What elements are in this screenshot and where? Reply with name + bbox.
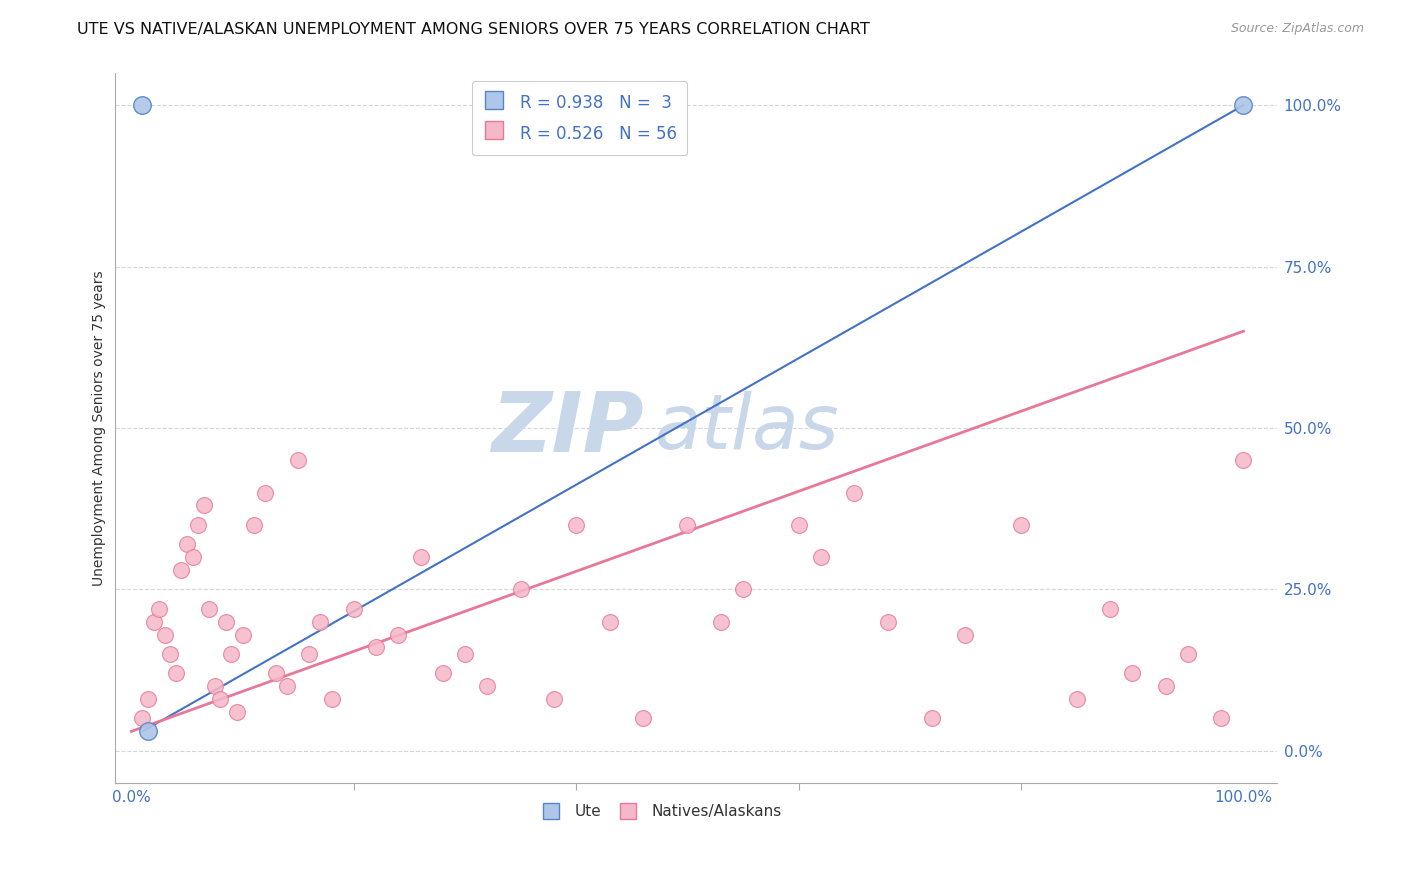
Point: [454, 647, 477, 661]
Point: [565, 517, 588, 532]
Point: [159, 647, 181, 661]
Point: [276, 679, 298, 693]
Point: [1010, 517, 1032, 532]
Text: Source: ZipAtlas.com: Source: ZipAtlas.com: [1230, 22, 1364, 36]
Point: [787, 517, 810, 532]
Point: [226, 705, 249, 719]
Point: [921, 711, 943, 725]
Point: [170, 563, 193, 577]
Point: [1121, 666, 1143, 681]
Point: [876, 615, 898, 629]
Legend: Ute, Natives/Alaskans: Ute, Natives/Alaskans: [533, 797, 789, 825]
Point: [209, 692, 232, 706]
Point: [1154, 679, 1177, 693]
Point: [1066, 692, 1088, 706]
Point: [136, 692, 159, 706]
Point: [253, 485, 276, 500]
Point: [710, 615, 733, 629]
Y-axis label: Unemployment Among Seniors over 75 years: Unemployment Among Seniors over 75 years: [93, 270, 107, 586]
Point: [298, 647, 321, 661]
Point: [509, 582, 531, 597]
Point: [193, 499, 215, 513]
Point: [148, 601, 170, 615]
Point: [810, 550, 832, 565]
Point: [153, 627, 176, 641]
Point: [844, 485, 866, 500]
Point: [543, 692, 565, 706]
Point: [477, 679, 499, 693]
Point: [599, 615, 621, 629]
Point: [1232, 453, 1254, 467]
Point: [187, 517, 209, 532]
Point: [1232, 98, 1254, 112]
Point: [1211, 711, 1233, 725]
Point: [409, 550, 432, 565]
Point: [631, 711, 654, 725]
Point: [198, 601, 221, 615]
Point: [1098, 601, 1121, 615]
Point: [387, 627, 409, 641]
Point: [181, 550, 204, 565]
Point: [204, 679, 226, 693]
Point: [165, 666, 187, 681]
Text: UTE VS NATIVE/ALASKAN UNEMPLOYMENT AMONG SENIORS OVER 75 YEARS CORRELATION CHART: UTE VS NATIVE/ALASKAN UNEMPLOYMENT AMONG…: [77, 22, 870, 37]
Point: [364, 640, 387, 655]
Point: [215, 615, 238, 629]
Point: [731, 582, 754, 597]
Point: [287, 453, 309, 467]
Point: [955, 627, 977, 641]
Point: [321, 692, 343, 706]
Point: [1177, 647, 1199, 661]
Point: [232, 627, 254, 641]
Point: [309, 615, 332, 629]
Point: [432, 666, 454, 681]
Point: [136, 724, 159, 739]
Point: [131, 711, 153, 725]
Point: [131, 98, 153, 112]
Point: [264, 666, 287, 681]
Point: [343, 601, 366, 615]
Point: [142, 615, 165, 629]
Text: ZIP: ZIP: [491, 387, 644, 468]
Point: [676, 517, 699, 532]
Point: [221, 647, 243, 661]
Point: [242, 517, 264, 532]
Point: [176, 537, 198, 551]
Text: atlas: atlas: [655, 391, 839, 465]
